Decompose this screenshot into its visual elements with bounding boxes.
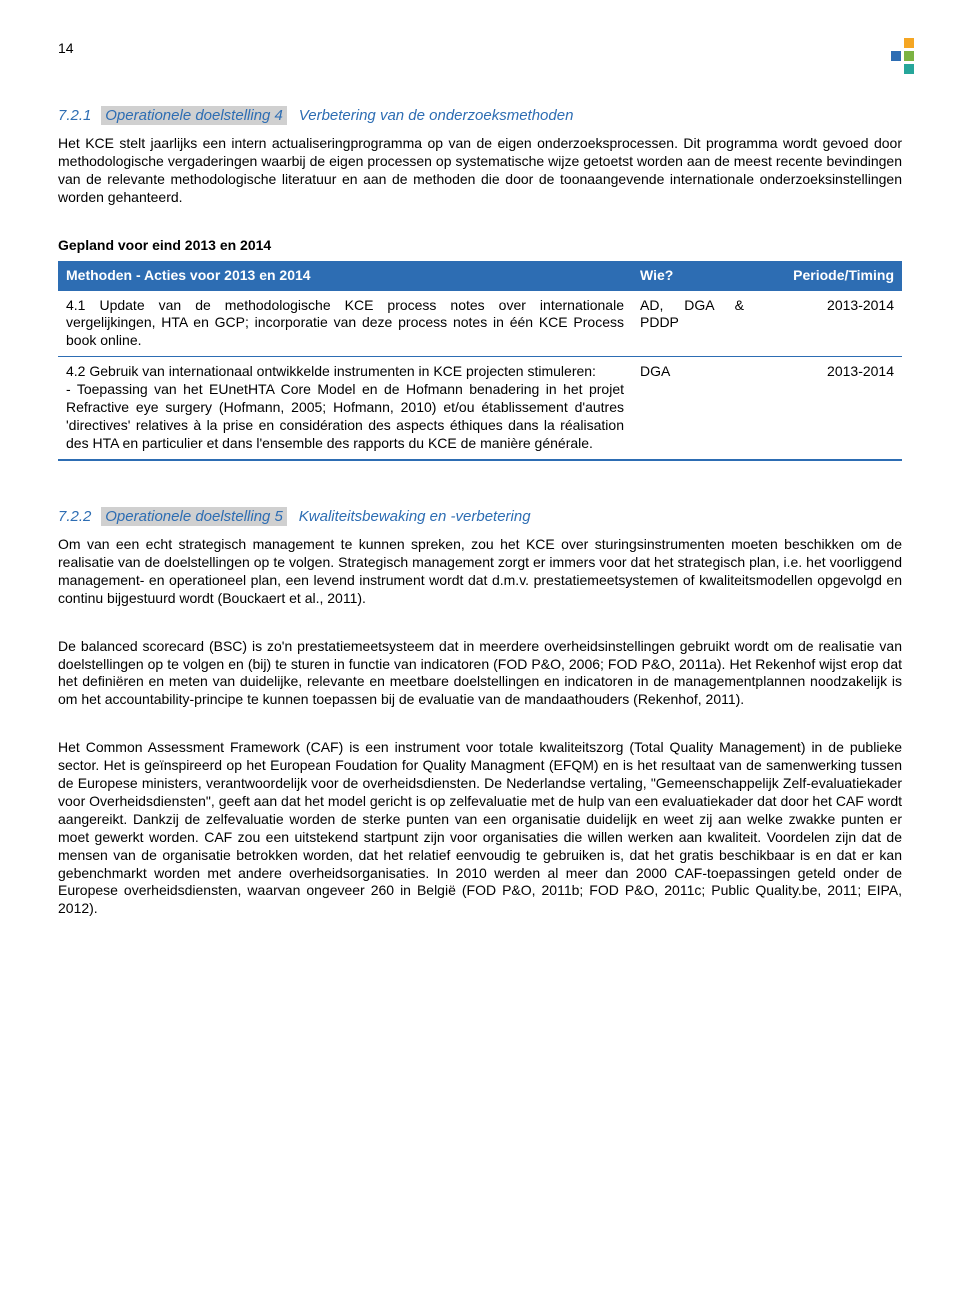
cell-who: DGA <box>632 357 752 460</box>
cell-period: 2013-2014 <box>752 357 902 460</box>
dot-orange <box>904 38 914 48</box>
section-2-p3: Het Common Assessment Framework (CAF) is… <box>58 739 902 918</box>
table-row: 4.2 Gebruik van internationaal ontwikkel… <box>58 357 902 460</box>
dot-blue <box>891 51 901 61</box>
th-actions: Methoden - Acties voor 2013 en 2014 <box>58 261 632 291</box>
section-2-heading: 7.2.2 Operationele doelstelling 5 Kwalit… <box>58 507 902 526</box>
th-who: Wie? <box>632 261 752 291</box>
table-row: 4.1 Update van de methodologische KCE pr… <box>58 291 902 357</box>
section-2-label: Operationele doelstelling 5 <box>101 507 287 526</box>
planned-heading: Gepland voor eind 2013 en 2014 <box>58 237 902 255</box>
section-1-num: 7.2.1 <box>58 107 91 124</box>
cell-who: AD, DGA & PDDP <box>632 291 752 357</box>
section-2-p2: De balanced scorecard (BSC) is zo'n pres… <box>58 638 902 710</box>
page-number: 14 <box>58 40 902 58</box>
dot-teal <box>904 64 914 74</box>
dot-row <box>891 51 914 61</box>
cell-period: 2013-2014 <box>752 291 902 357</box>
dot-green <box>904 51 914 61</box>
section-1-label: Operationele doelstelling 4 <box>101 106 287 125</box>
section-2-num: 7.2.2 <box>58 508 91 525</box>
section-1-para: Het KCE stelt jaarlijks een intern actua… <box>58 135 902 207</box>
section-2-title: Kwaliteitsbewaking en -verbetering <box>299 508 531 525</box>
th-period: Periode/Timing <box>752 261 902 291</box>
section-1-heading: 7.2.1 Operationele doelstelling 4 Verbet… <box>58 106 902 125</box>
methods-table: Methoden - Acties voor 2013 en 2014 Wie?… <box>58 261 902 461</box>
cell-action: 4.2 Gebruik van internationaal ontwikkel… <box>58 357 632 460</box>
section-1-title: Verbetering van de onderzoeksmethoden <box>299 107 574 124</box>
table-header-row: Methoden - Acties voor 2013 en 2014 Wie?… <box>58 261 902 291</box>
corner-decoration <box>891 38 914 74</box>
section-2-p1: Om van een echt strategisch management t… <box>58 536 902 608</box>
cell-action: 4.1 Update van de methodologische KCE pr… <box>58 291 632 357</box>
